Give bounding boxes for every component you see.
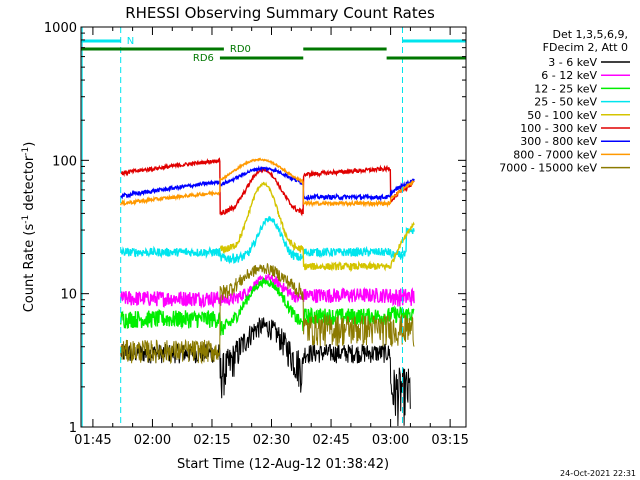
x-tick-label: 03:15	[431, 433, 468, 448]
x-tick-label: 03:00	[372, 433, 409, 448]
y-label-part3: )	[22, 142, 37, 147]
plot-frame	[80, 26, 467, 428]
y-tick-label: 100	[52, 154, 77, 169]
series-line-3	[120, 215, 415, 265]
timestamp: 24-Oct-2021 22:31	[560, 469, 636, 478]
ticks-layer: 01:45 02:00 02:15 02:30 02:45 03:00 03:15 1 10 10…	[44, 21, 469, 448]
y-label-sup2: -1	[21, 147, 31, 156]
rd6-label: RD6	[193, 53, 214, 64]
plot-area: N RD0 RD6	[81, 27, 466, 427]
legend-label-2: 12 - 25 keV	[534, 82, 597, 95]
y-label-part2: detector	[22, 155, 37, 215]
annotation-layer: N RD0 RD6	[81, 27, 466, 427]
plot-background	[81, 27, 466, 427]
x-tick-label: 02:15	[193, 433, 230, 448]
x-tick-label: 01:45	[74, 433, 111, 448]
night-label: N	[127, 36, 134, 47]
y-tick-label: 10	[60, 288, 77, 303]
y-axis-label: Count Rate (s-1 detector-1)	[21, 142, 37, 313]
legend-label-5: 100 - 300 keV	[520, 122, 597, 135]
x-tick-label: 02:00	[134, 433, 171, 448]
y-tick-label: 1000	[44, 21, 77, 36]
series-line-4	[219, 181, 415, 273]
legend-label-8: 7000 - 15000 keV	[499, 162, 597, 175]
legend: Det 1,3,5,6,9, FDecim 2, Att 0 3 - 6 keV…	[499, 28, 630, 175]
y-label-part1: Count Rate (s	[22, 224, 37, 313]
legend-label-4: 50 - 100 keV	[527, 109, 597, 122]
series-line-6	[120, 165, 415, 202]
legend-label-3: 25 - 50 keV	[534, 96, 597, 109]
legend-header-2: FDecim 2, Att 0	[543, 41, 628, 54]
legend-label-6: 300 - 800 keV	[520, 135, 597, 148]
legend-label-0: 3 - 6 keV	[548, 56, 597, 69]
x-tick-label: 02:45	[312, 433, 349, 448]
x-axis-label: Start Time (12-Aug-12 01:38:42)	[177, 457, 389, 472]
series-line-8	[120, 263, 415, 365]
x-tick-label: 02:30	[253, 433, 290, 448]
y-tick-label: 1	[69, 421, 77, 436]
rd0-label: RD0	[230, 44, 251, 55]
series-line-1	[120, 273, 415, 309]
legend-label-1: 6 - 12 keV	[541, 69, 597, 82]
series-line-7	[120, 157, 415, 208]
series-layer	[120, 157, 415, 427]
legend-label-7: 800 - 7000 keV	[513, 148, 597, 161]
chart-title: RHESSI Observing Summary Count Rates	[125, 4, 435, 22]
y-label-sup1: -1	[21, 215, 31, 224]
legend-header-1: Det 1,3,5,6,9,	[552, 28, 628, 41]
